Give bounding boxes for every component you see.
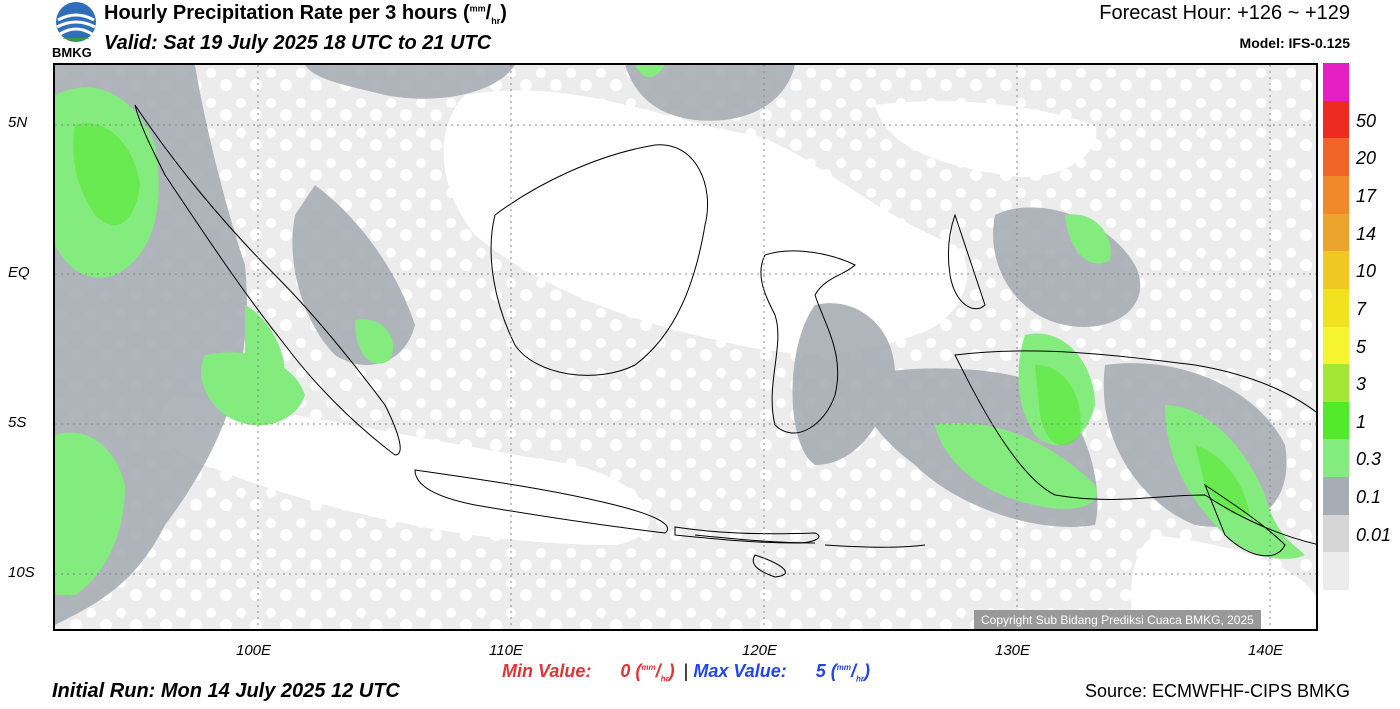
lon-label-100e: 100E xyxy=(236,642,272,659)
lon-label-140e: 140E xyxy=(1248,642,1284,659)
lat-label-eq: EQ xyxy=(8,264,30,281)
bmkg-logo: BMKG xyxy=(52,2,100,60)
legend-label: 3 xyxy=(1356,374,1367,395)
max-label: Max Value: xyxy=(693,661,787,681)
legend-swatch xyxy=(1323,213,1349,252)
min-unit-den: hr xyxy=(660,674,669,684)
min-value: 0 xyxy=(620,661,631,681)
legend-label: 0.1 xyxy=(1356,487,1382,508)
graticule xyxy=(55,65,1316,629)
map-canvas xyxy=(55,65,1316,629)
legend-swatch xyxy=(1323,364,1349,403)
legend-swatch xyxy=(1323,138,1349,177)
legend-swatch xyxy=(1323,326,1349,365)
logo-text: BMKG xyxy=(52,45,92,60)
data-source: Source: ECMWFHF-CIPS BMKG xyxy=(1084,681,1350,701)
title-text: Hourly Precipitation Rate per 3 hours xyxy=(104,2,458,24)
max-value: 5 xyxy=(815,661,826,681)
legend-label: 17 xyxy=(1356,185,1377,206)
coastlines xyxy=(134,104,1316,578)
valid-time: Valid: Sat 19 July 2025 18 UTC to 21 UTC xyxy=(104,32,492,54)
legend-label: 0.01 xyxy=(1356,524,1392,545)
precipitation-map[interactable]: Copyright Sub Bidang Prediksi Cuaca BMKG… xyxy=(53,63,1318,631)
min-label: Min Value: xyxy=(502,661,592,681)
legend-label: 50 xyxy=(1356,110,1377,131)
legend-colorbar xyxy=(1323,63,1349,591)
min-max-values: Min Value: 0 (mm/hr) | Max Value: 5 (mm/… xyxy=(502,661,871,684)
legend-swatch xyxy=(1323,100,1349,139)
min-unit-num: mm xyxy=(641,663,656,672)
lon-label-120e: 120E xyxy=(742,642,778,659)
lon-label-130e: 130E xyxy=(995,642,1031,659)
legend-swatch xyxy=(1323,175,1349,215)
lat-label-5n: 5N xyxy=(8,114,28,131)
legend-label: 1 xyxy=(1356,411,1367,432)
legend-label: 10 xyxy=(1356,261,1377,282)
legend-swatch xyxy=(1323,288,1349,327)
legend-swatch xyxy=(1323,477,1349,516)
legend-label: 5 xyxy=(1356,336,1367,357)
legend-swatch xyxy=(1323,439,1349,478)
model-label: Model: IFS-0.125 xyxy=(1239,35,1350,51)
title-unit-den: hr xyxy=(491,16,501,26)
initial-run: Initial Run: Mon 14 July 2025 12 UTC xyxy=(52,680,400,702)
max-unit-den: hr xyxy=(856,674,865,684)
legend-swatch xyxy=(1323,251,1349,290)
legend-label: 14 xyxy=(1356,223,1377,244)
copyright-notice: Copyright Sub Bidang Prediksi Cuaca BMKG… xyxy=(974,610,1261,629)
lat-label-5s: 5S xyxy=(8,414,27,431)
min-max-separator: | xyxy=(683,661,689,681)
legend-swatch xyxy=(1323,401,1349,440)
lon-label-110e: 110E xyxy=(489,642,523,659)
legend-label: 0.3 xyxy=(1356,449,1382,470)
legend-swatch xyxy=(1323,514,1349,553)
lat-label-10s: 10S xyxy=(8,564,35,581)
max-unit-num: mm xyxy=(836,663,852,672)
legend-label: 7 xyxy=(1356,298,1367,319)
forecast-hour: Forecast Hour: +126 ~ +129 xyxy=(1099,2,1350,24)
rain-1-areas xyxy=(73,123,1250,516)
legend-swatch xyxy=(1323,552,1349,591)
legend-swatch xyxy=(1323,63,1349,102)
legend-label: 20 xyxy=(1356,148,1377,169)
map-title: Hourly Precipitation Rate per 3 hours (m… xyxy=(104,2,507,26)
title-unit-num: mm xyxy=(469,3,486,14)
